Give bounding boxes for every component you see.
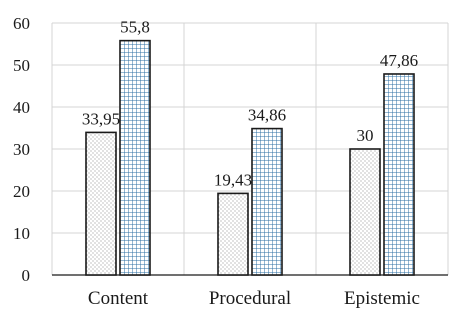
data-labels: 33,95 55,8 19,43 34,86 30 47,86: [82, 18, 418, 190]
y-tick-label: 40: [13, 98, 30, 117]
data-label: 19,43: [214, 170, 252, 189]
y-tick-label: 20: [13, 182, 30, 201]
y-tick-label: 30: [13, 140, 30, 159]
x-category-label: Content: [88, 288, 149, 309]
bar-content-series-2: [119, 39, 151, 276]
x-category-label: Procedural: [209, 288, 291, 309]
y-tick-label: 60: [13, 14, 30, 33]
bar-procedural-series-1: [217, 192, 249, 276]
x-category-label: Epistemic: [344, 288, 420, 309]
data-label: 34,86: [248, 106, 286, 125]
x-axis-categories: Content Procedural Epistemic: [88, 288, 420, 309]
bar-procedural-series-2: [251, 127, 283, 276]
bar-epistemic-series-2: [383, 73, 415, 276]
y-tick-label: 0: [22, 266, 31, 285]
y-tick-label: 10: [13, 224, 30, 243]
data-label: 33,95: [82, 109, 120, 128]
data-label: 30: [357, 126, 374, 145]
gridlines: [51, 22, 449, 276]
bar-content-series-1: [85, 131, 117, 276]
data-label: 47,86: [380, 51, 418, 70]
bar-epistemic-series-1: [349, 148, 381, 276]
y-axis-ticks: 0 10 20 30 40 50 60: [13, 14, 30, 285]
bars: [85, 39, 415, 276]
data-label: 55,8: [120, 18, 150, 37]
y-tick-label: 50: [13, 56, 30, 75]
